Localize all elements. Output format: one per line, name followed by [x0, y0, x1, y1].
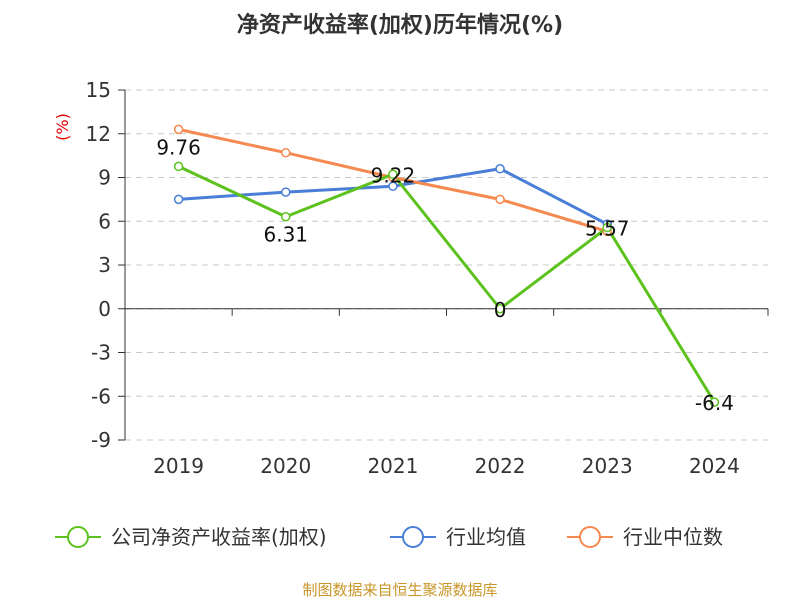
- data-point: [281, 147, 291, 158]
- legend-item-2: 行业中位数: [567, 525, 723, 549]
- y-axis-unit: (%): [53, 113, 72, 141]
- x-tick-label: 2023: [582, 454, 633, 478]
- data-point: [495, 304, 505, 314]
- data-label: 9.76: [156, 135, 201, 159]
- legend-marker: [579, 526, 601, 548]
- data-point: [602, 222, 612, 233]
- series-points: [173, 124, 720, 407]
- data-point: [173, 161, 184, 172]
- y-tick-label: 15: [86, 78, 111, 102]
- data-label: 6.31: [263, 223, 308, 247]
- x-tick-label: 2021: [367, 454, 418, 478]
- data-point: [173, 124, 184, 135]
- data-label: 9.22: [371, 163, 416, 187]
- y-tick-label: 12: [86, 122, 111, 146]
- data-labels: 9.76 6.31 9.22 0 5.57 -6.4: [156, 135, 734, 415]
- data-point: [281, 211, 291, 222]
- legend-label: 公司净资产收益率(加权): [111, 525, 327, 549]
- x-tick-label: 2019: [153, 454, 204, 478]
- y-tick-labels: 15 12 9 6 3 0 -3 -6 -9: [86, 78, 111, 452]
- y-tick-label: -9: [91, 428, 111, 452]
- data-label: 5.57: [585, 217, 630, 241]
- source-note: 制图数据来自恒生聚源数据库: [302, 581, 497, 599]
- data-point: [709, 397, 720, 407]
- legend-label: 行业中位数: [623, 525, 723, 549]
- series-lines: [177, 127, 716, 403]
- legend-item-1: 行业均值: [390, 525, 526, 549]
- data-label: -6.4: [695, 391, 734, 415]
- legend: 公司净资产收益率(加权) 行业均值 行业中位数: [55, 525, 723, 549]
- data-point: [495, 164, 505, 174]
- data-point: [495, 194, 505, 205]
- axes: [118, 89, 769, 441]
- chart-title: 净资产收益率(加权)历年情况(%): [237, 12, 563, 38]
- y-tick-label: -6: [91, 384, 111, 408]
- legend-marker: [402, 526, 424, 548]
- data-label: 0: [494, 298, 507, 322]
- y-tick-label: 9: [98, 166, 111, 190]
- x-tick-label: 2020: [260, 454, 311, 478]
- legend-marker: [67, 526, 89, 548]
- y-tick-label: 0: [98, 297, 111, 321]
- legend-label: 行业均值: [446, 525, 526, 549]
- legend-item-0: 公司净资产收益率(加权): [55, 525, 327, 549]
- x-tick-label: 2022: [475, 454, 526, 478]
- y-tick-label: 3: [98, 253, 111, 277]
- y-tick-label: 6: [98, 209, 111, 233]
- data-point: [388, 169, 398, 180]
- x-tick-labels: 2019 2020 2021 2022 2023 2024: [153, 454, 740, 478]
- series-line-0: [177, 165, 716, 403]
- data-point: [173, 194, 184, 205]
- data-point: [281, 187, 291, 197]
- x-tick-label: 2024: [689, 454, 740, 478]
- y-tick-label: -3: [91, 341, 111, 365]
- grid-lines: [125, 89, 768, 441]
